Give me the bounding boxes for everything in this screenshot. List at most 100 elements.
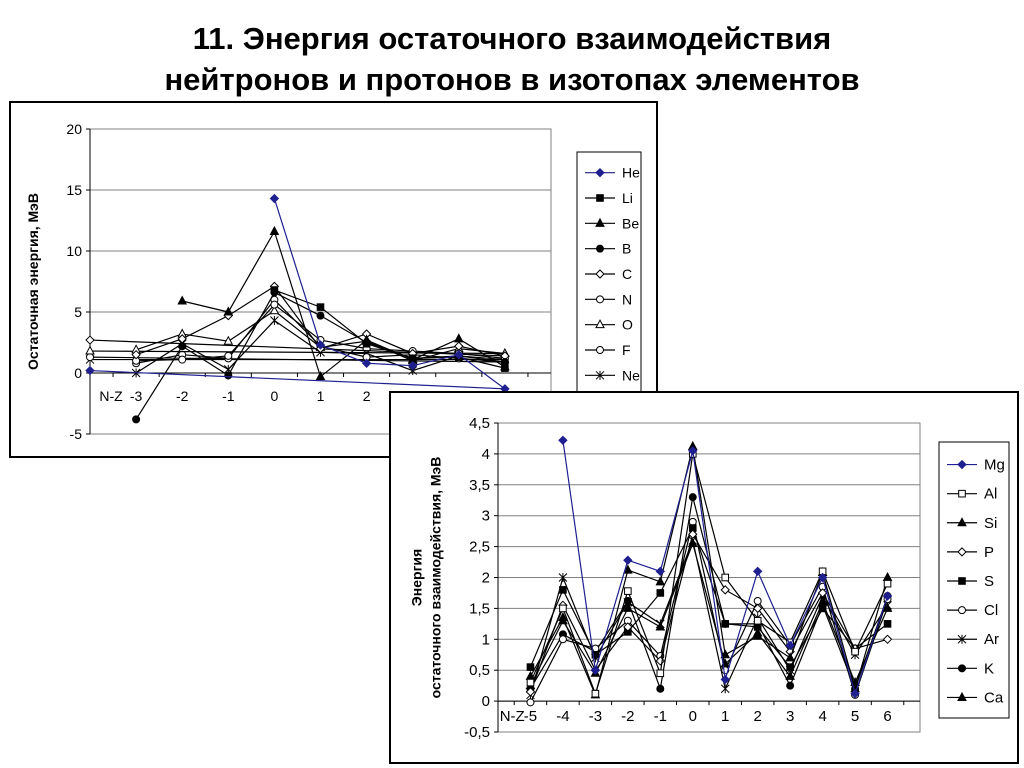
data-point: [720, 674, 730, 685]
data-point: [270, 286, 279, 294]
legend-marker: [595, 370, 605, 380]
series-line: [529, 446, 889, 697]
legend-label: Be: [622, 215, 639, 231]
legend-label: C: [622, 266, 632, 282]
data-point: [132, 415, 141, 424]
data-point: [85, 335, 95, 345]
y-tick-label: 10: [66, 243, 82, 259]
legend: Mg Al Si PS Cl Ar K Ca: [938, 441, 1010, 719]
x-axis-title: N-Z: [500, 708, 525, 725]
data-point: [753, 623, 762, 631]
y-axis-label-line: остаточного взаимодействия, МэВ: [428, 457, 444, 699]
legend-item-al: Al: [947, 486, 997, 503]
data-point: [408, 354, 417, 363]
legend-marker: [595, 269, 605, 279]
legend-marker: [957, 634, 967, 644]
legend-item-b: B: [585, 241, 631, 257]
data-point: [223, 306, 234, 316]
x-tick-label: 2: [754, 708, 762, 725]
legend-marker: [595, 167, 605, 178]
series-he: [85, 193, 510, 394]
data-point: [850, 688, 860, 699]
data-point: [361, 358, 372, 368]
data-point: [721, 573, 730, 582]
legend-item-f: F: [585, 342, 631, 358]
slide-title: 11. Энергия остаточного взаимодействия н…: [0, 18, 1024, 100]
x-axis: N-Z -5 -4 -3 -2 -1 0 1 2 3 4 5 6: [498, 700, 920, 725]
x-tick-label: -2: [621, 708, 634, 725]
data-point: [223, 335, 234, 345]
data-point: [785, 640, 795, 651]
legend-label: N: [622, 291, 632, 307]
data-point: [177, 295, 188, 305]
legend-marker: [957, 547, 967, 557]
legend-box: [938, 441, 1010, 719]
data-point: [178, 342, 187, 351]
data-point: [785, 652, 795, 662]
legend-marker: [958, 577, 966, 585]
legend-item-cl: Cl: [947, 602, 998, 619]
y-tick-label: 0: [74, 365, 82, 381]
x-tick-label: 5: [851, 708, 859, 725]
x-tick-label: -1: [654, 708, 667, 725]
x-tick-label: 1: [721, 708, 729, 725]
series-line: [529, 521, 889, 703]
legend-label: P: [984, 544, 994, 561]
data-point: [315, 340, 326, 350]
data-point: [785, 670, 795, 680]
legend-label: He: [622, 165, 640, 181]
data-point: [752, 603, 763, 614]
y-axis-label: Энергия остаточного взаимодействия, МэВ: [409, 457, 444, 699]
y-axis-label-line: Остаточная энергия, МэВ: [25, 193, 41, 370]
series-group: [525, 435, 893, 707]
data-point: [558, 612, 568, 622]
y-axis-label: Остаточная энергия, МэВ: [25, 193, 41, 370]
data-point: [453, 333, 464, 343]
data-point: [623, 564, 633, 574]
data-point: [558, 435, 568, 446]
data-point: [753, 616, 762, 625]
data-point: [269, 193, 280, 204]
data-point: [590, 665, 601, 675]
legend-marker: [596, 244, 604, 253]
data-point: [851, 647, 859, 656]
legend-item-p: P: [947, 544, 994, 561]
legend-label: K: [984, 660, 994, 677]
data-point: [655, 619, 665, 629]
y-tick-label: 0,5: [469, 662, 490, 679]
data-point: [655, 656, 666, 666]
series-mg: [558, 435, 893, 699]
slide-title-line-2: нейтронов и протонов в изотопах элементо…: [164, 62, 860, 97]
legend-item-ar: Ar: [947, 631, 999, 648]
y-tick-label: 3,5: [469, 477, 490, 494]
y-tick-label: 1,5: [469, 600, 490, 617]
data-point: [883, 620, 892, 628]
data-point: [688, 446, 698, 456]
data-point: [623, 555, 633, 565]
legend-item-k: K: [947, 660, 994, 677]
data-point: [316, 303, 325, 311]
y-tick-label: 3: [482, 508, 490, 525]
data-point: [591, 689, 600, 698]
data-point: [883, 579, 892, 588]
legend-marker: [596, 194, 604, 202]
x-tick-label: 0: [271, 388, 279, 404]
x-tick-label: -5: [524, 708, 537, 725]
legend-label: S: [984, 573, 994, 590]
legend-item-o: O: [585, 317, 633, 333]
data-point: [85, 345, 95, 355]
data-point: [270, 316, 279, 326]
data-point: [656, 684, 665, 693]
x-tick-label: -4: [556, 708, 569, 725]
data-point: [558, 573, 568, 582]
data-point: [721, 620, 730, 628]
data-point: [269, 225, 280, 235]
data-point: [269, 305, 280, 315]
data-point: [655, 566, 666, 577]
y-axis: -0,5 0 0,5 1 1,5 2 2,5 3 3,5 4 4,5: [464, 415, 920, 741]
y-axis-label-line: Энергия: [409, 549, 425, 606]
data-point: [624, 587, 632, 595]
plot-area: [89, 128, 552, 435]
x-tick-label: -3: [130, 388, 143, 404]
